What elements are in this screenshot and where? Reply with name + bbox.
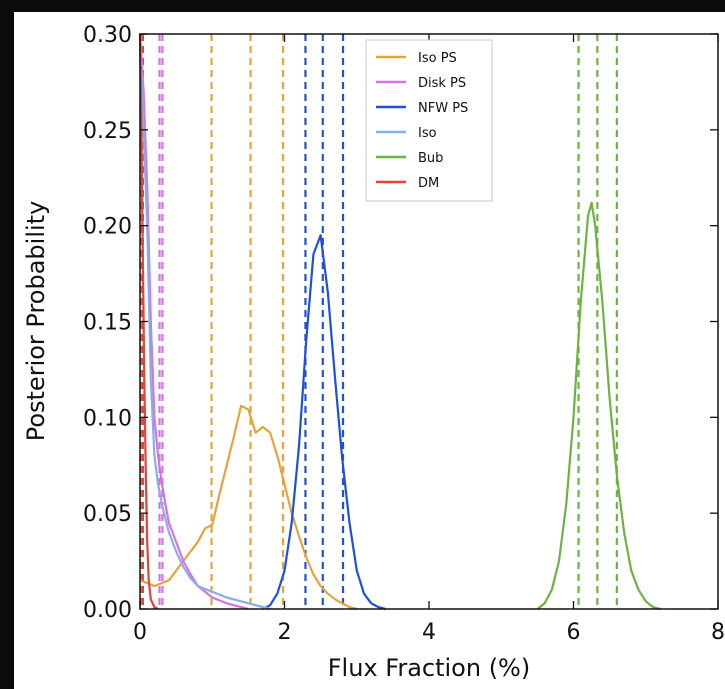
x-tick-label: 0 bbox=[133, 620, 147, 645]
y-tick-label: 0.10 bbox=[83, 406, 132, 431]
series-line-disk-ps bbox=[138, 33, 249, 611]
x-tick-label: 6 bbox=[567, 620, 581, 645]
legend-label-dm: DM bbox=[418, 176, 439, 191]
legend-label-nfw-ps: NFW PS bbox=[418, 101, 468, 116]
data-layer bbox=[138, 33, 661, 611]
series-line-bub bbox=[536, 201, 661, 611]
y-tick-label: 0.00 bbox=[83, 598, 132, 623]
x-tick-label: 8 bbox=[711, 620, 725, 645]
y-tick-label: 0.15 bbox=[83, 311, 132, 336]
y-axis-label: Posterior Probability bbox=[22, 201, 50, 442]
series-line-nfw-ps bbox=[262, 234, 386, 611]
legend-box bbox=[365, 39, 493, 202]
x-axis-label: Flux Fraction (%) bbox=[328, 654, 530, 682]
y-tick-label: 0.05 bbox=[83, 502, 132, 527]
y-tick-label: 0.25 bbox=[83, 119, 132, 144]
legend-label-bub: Bub bbox=[418, 151, 443, 166]
series-line-iso bbox=[138, 33, 271, 611]
y-tick-label: 0.20 bbox=[83, 215, 132, 240]
x-tick-label: 2 bbox=[278, 620, 292, 645]
series-line-dm bbox=[138, 33, 159, 610]
legend-label-iso: Iso bbox=[418, 126, 437, 141]
y-tick-label: 0.30 bbox=[83, 23, 132, 48]
legend-label-iso-ps: Iso PS bbox=[418, 51, 457, 66]
x-tick-label: 4 bbox=[422, 620, 436, 645]
legend: Iso PS Disk PS NFW PS Iso Bub DM bbox=[365, 39, 493, 202]
series-line-iso-ps bbox=[139, 404, 358, 611]
tick-layer: 0 2 4 6 8 0.00 0.05 0.10 0.15 0.20 0.25 0.30 bbox=[83, 23, 725, 645]
legend-label-disk-ps: Disk PS bbox=[418, 76, 466, 91]
